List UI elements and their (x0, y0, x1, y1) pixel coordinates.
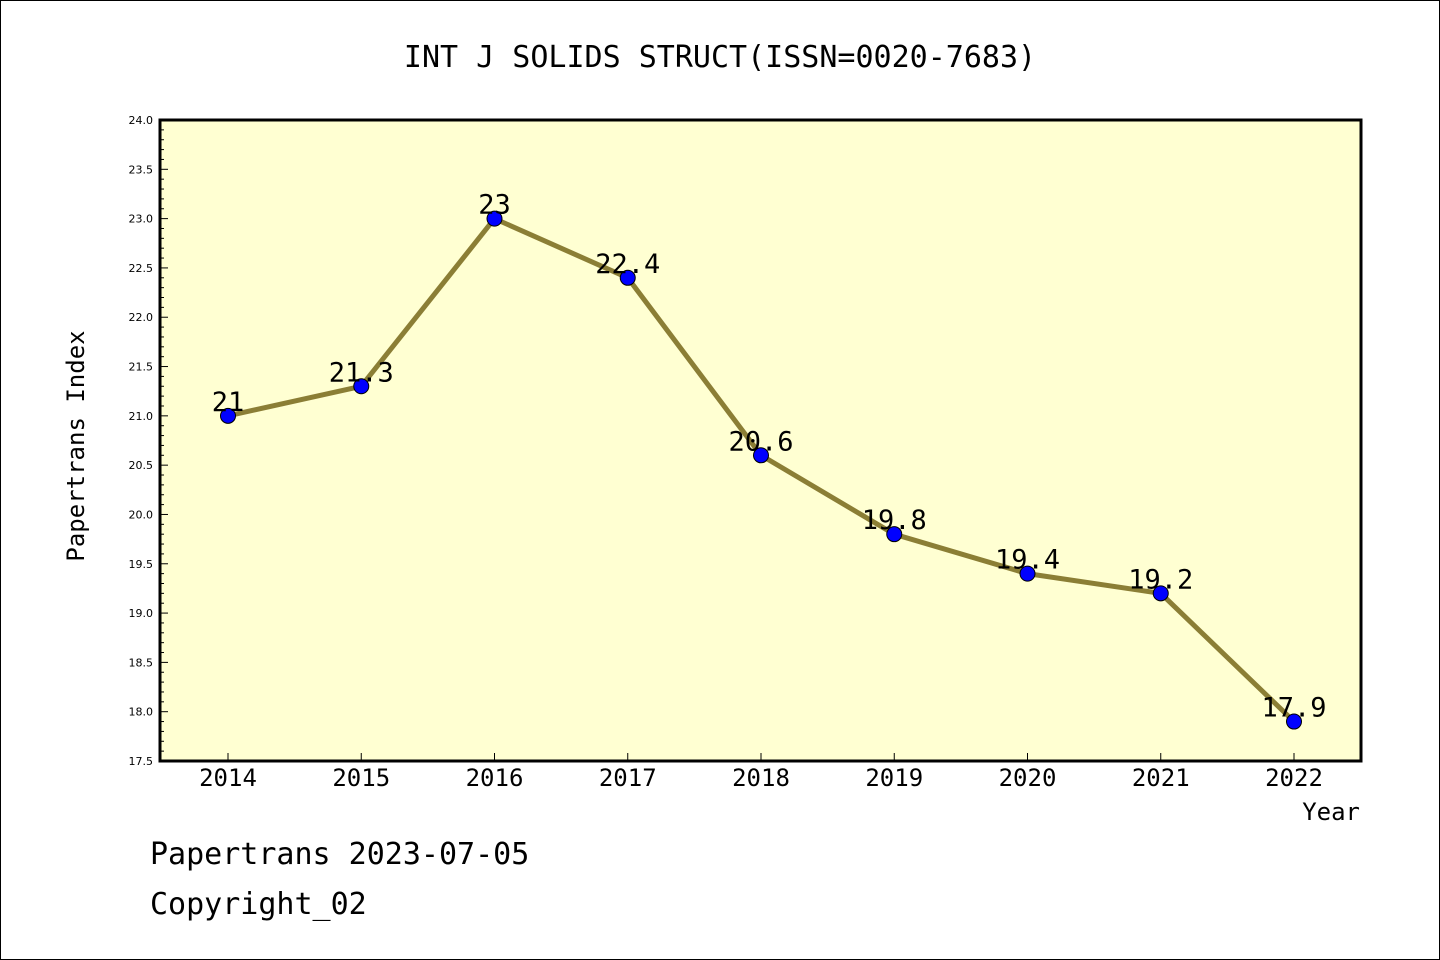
y-tick-label: 23.5 (129, 163, 154, 176)
y-tick-label: 22.0 (129, 311, 154, 324)
y-tick-label: 23.0 (129, 213, 154, 226)
x-tick-label: 2019 (865, 764, 923, 792)
data-label: 21 (212, 387, 245, 418)
data-label: 20.6 (728, 426, 793, 457)
footer-date: Papertrans 2023-07-05 (150, 837, 529, 872)
data-point (486, 210, 503, 227)
data-point (353, 378, 370, 395)
data-point (1286, 713, 1302, 730)
x-tick-label: 2022 (1265, 764, 1323, 792)
y-axis-label: Papertrans Index (62, 330, 90, 561)
y-axis: 17.5 18.0 18.5 19.0 19.5 20.0 20.5 21.0 21.5 22.0… (129, 114, 168, 768)
data-label: 19.8 (862, 505, 927, 536)
data-label: 19.4 (995, 545, 1060, 576)
y-tick-label: 21.0 (129, 410, 154, 423)
data-point (1019, 565, 1036, 582)
chart-title: INT J SOLIDS STRUCT(ISSN=0020-7683) (404, 40, 1036, 75)
data-point (886, 526, 903, 543)
y-tick-label: 21.5 (129, 361, 154, 374)
x-tick-label: 2018 (732, 764, 790, 792)
y-tick-label: 20.0 (129, 508, 154, 521)
data-label: 23 (478, 190, 511, 221)
data-point (220, 407, 236, 424)
y-tick-label: 18.5 (129, 656, 154, 669)
data-point (1152, 585, 1169, 602)
y-tick-label: 20.5 (129, 459, 154, 472)
y-tick-label: 19.0 (129, 607, 154, 620)
data-label: 19.2 (1128, 564, 1193, 595)
x-tick-label: 2021 (1132, 764, 1190, 792)
data-label: 22.4 (595, 249, 660, 280)
x-axis: 2014 2015 2016 2017 2018 2019 2020 2021 2022 (199, 753, 1323, 792)
x-tick-label: 2016 (466, 764, 524, 792)
x-tick-label: 2017 (599, 764, 657, 792)
x-tick-label: 2014 (199, 764, 257, 792)
y-tick-label: 18.0 (129, 706, 154, 719)
y-tick-label: 19.5 (129, 558, 154, 571)
x-axis-label: Year (1302, 798, 1360, 826)
footer-copyright: Copyright_02 (150, 887, 367, 922)
x-tick-label: 2015 (332, 764, 390, 792)
series-line (220, 210, 1302, 730)
plot-area (158, 118, 1363, 763)
y-tick-label: 24.0 (129, 114, 154, 127)
data-label: 17.9 (1261, 693, 1326, 724)
data-point (753, 447, 769, 464)
y-tick-label: 22.5 (129, 262, 154, 275)
y-tick-label: 17.5 (129, 755, 154, 768)
data-labels: 21 21.3 23 22.4 20.6 19.8 19.4 19.2 17.9 (212, 190, 1327, 724)
data-label: 21.3 (329, 357, 394, 388)
data-point (619, 269, 636, 286)
x-tick-label: 2020 (999, 764, 1057, 792)
